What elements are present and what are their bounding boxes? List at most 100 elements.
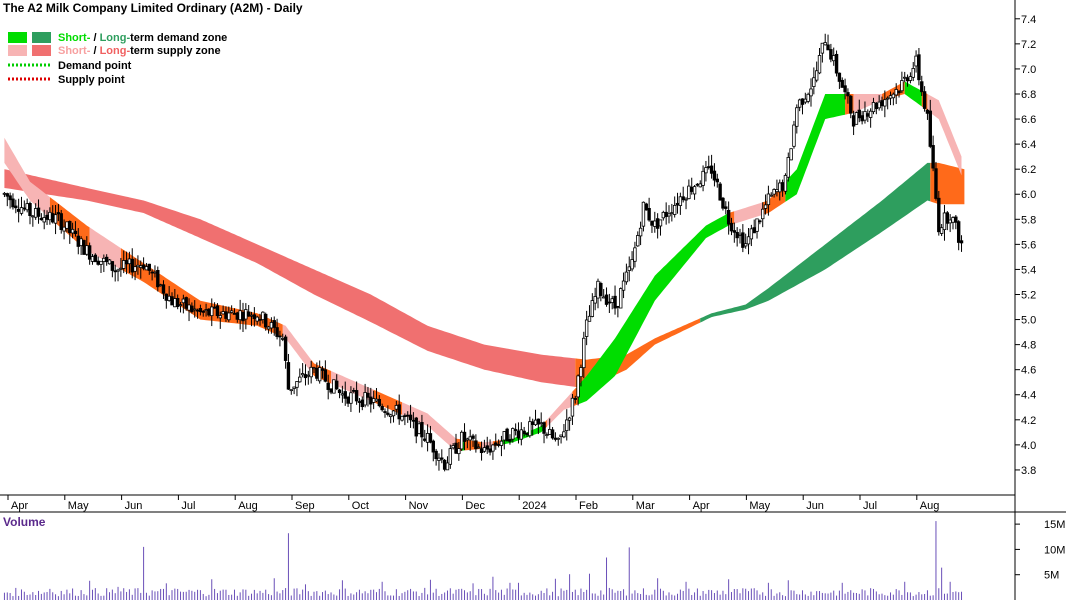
candle-body (343, 391, 347, 399)
candle-body (701, 170, 705, 186)
candle-body (610, 298, 614, 303)
candle-body (846, 92, 850, 97)
candle-body (885, 97, 890, 100)
legend-label-supply-zone: Short- / Long-term supply zone (58, 45, 221, 57)
candle-body (215, 305, 220, 317)
candle-body (743, 243, 748, 247)
candle-body (556, 437, 560, 440)
legend-swatch-short-demand (8, 32, 27, 43)
candle-body (147, 263, 151, 271)
candle-body (530, 421, 535, 425)
candle-body (289, 389, 293, 392)
candle-body (388, 414, 393, 418)
candle-body (644, 203, 648, 211)
candle-body (655, 218, 660, 229)
candle-body (641, 201, 646, 227)
candle-body (459, 431, 464, 450)
candle-body (806, 93, 810, 102)
candle-body (281, 338, 285, 340)
candle-body (420, 421, 424, 438)
price-tick-label: 5.8 (1021, 214, 1036, 226)
candle-body (380, 405, 384, 411)
candle-body (150, 271, 154, 274)
candle-body (482, 447, 487, 452)
candle-body (573, 398, 577, 400)
candle-body (68, 221, 72, 234)
candle-body (417, 423, 421, 435)
candle-body (173, 298, 177, 308)
price-tick-label: 5.2 (1021, 289, 1036, 301)
candle-body (437, 457, 441, 461)
candle-body (567, 417, 572, 421)
time-tick-label: Jun (125, 500, 143, 512)
candle-body (22, 207, 27, 210)
candle-body (241, 311, 245, 322)
volume-tick-label: 10M (1044, 544, 1065, 556)
legend-swatch-short-supply (8, 45, 27, 56)
candle-body (533, 419, 538, 426)
candle-body (110, 261, 115, 271)
candle-body (423, 438, 427, 441)
candle-body (894, 89, 898, 96)
candle-body (261, 311, 265, 320)
candle-body (755, 218, 759, 232)
short-term-zone (882, 81, 905, 101)
price-tick-label: 3.8 (1021, 465, 1036, 477)
candle-body (494, 442, 498, 446)
candle-body (337, 389, 342, 394)
candle-body (593, 296, 597, 304)
candle-body (690, 186, 694, 192)
candle-body (658, 219, 663, 227)
volume-tick-label: 15M (1044, 519, 1065, 531)
price-tick-label: 5.6 (1021, 239, 1036, 251)
candle-body (36, 207, 41, 217)
candle-body (908, 76, 913, 81)
candle-body (536, 418, 541, 425)
time-tick-label: Sep (295, 500, 315, 512)
candle-body (496, 444, 501, 446)
candle-body (141, 264, 146, 269)
candle-body (769, 194, 773, 197)
short-term-zone (904, 81, 922, 107)
candle-body (692, 186, 697, 195)
candle-body (956, 221, 961, 243)
candle-body (542, 422, 546, 434)
candle-body (718, 183, 722, 201)
candle-body (400, 415, 404, 421)
candle-body (579, 367, 583, 378)
candle-body (868, 110, 873, 118)
candle-body (317, 367, 322, 382)
candle-body (570, 397, 575, 417)
candle-body (457, 448, 461, 455)
candle-body (269, 322, 274, 329)
candle-body (323, 369, 328, 382)
candle-body (948, 219, 952, 224)
candle-body (834, 53, 839, 74)
candle-body (826, 44, 830, 51)
time-tick-label: Aug (238, 500, 258, 512)
candle-body (871, 102, 876, 113)
candle-body (922, 91, 927, 109)
candle-body (840, 79, 844, 88)
candle-body (897, 90, 901, 94)
candle-body (56, 212, 61, 215)
candle-body (408, 414, 413, 421)
candle-body (653, 220, 657, 227)
candle-body (425, 433, 430, 443)
legend-supply-zone: Short- / Long-term supply zone (8, 45, 221, 57)
candle-body (39, 217, 44, 221)
candle-body (193, 308, 197, 311)
candle-body (42, 217, 46, 223)
legend: Short- / Long-term demand zone Short- / … (8, 32, 227, 86)
candle-body (28, 203, 32, 216)
candle-body (255, 316, 259, 322)
candle-body (582, 337, 586, 369)
candle-body (880, 100, 884, 107)
candle-body (258, 318, 262, 321)
candle-body (900, 80, 904, 92)
candle-body (445, 462, 450, 471)
candle-body (93, 254, 98, 263)
candle-body (207, 308, 211, 316)
candle-body (684, 198, 688, 201)
candle-body (604, 294, 609, 305)
